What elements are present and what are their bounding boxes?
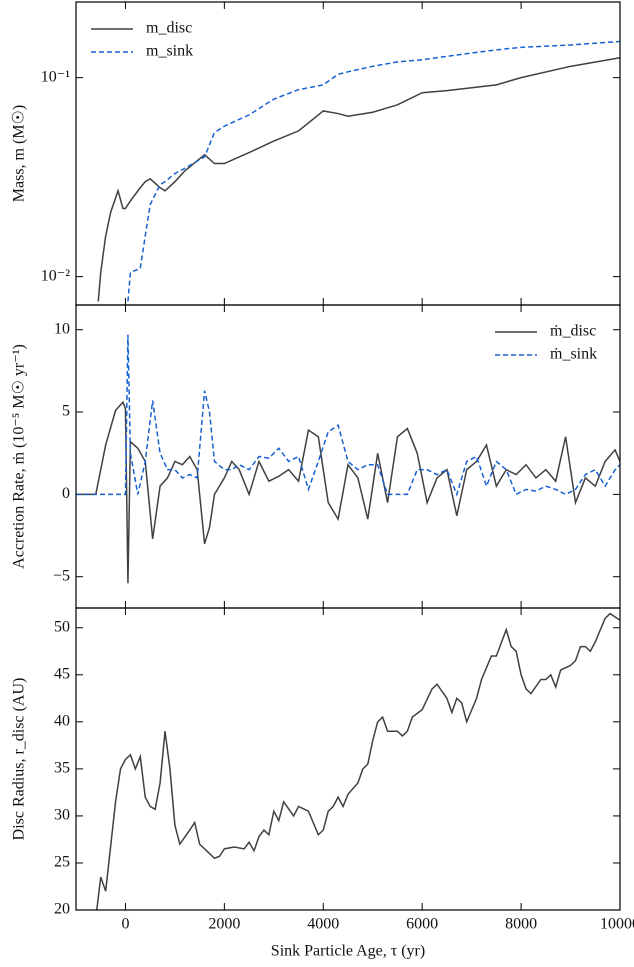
legend-label: m_sink bbox=[146, 43, 193, 60]
x-axis-label: Sink Particle Age, τ (yr) bbox=[271, 943, 425, 960]
y-tick-label: 35 bbox=[54, 760, 70, 777]
data-line bbox=[96, 612, 620, 910]
data-line bbox=[76, 400, 620, 584]
data-line bbox=[76, 334, 620, 497]
x-tick-label: 6000 bbox=[406, 916, 438, 933]
y-axis-label: Mass, m (M☉) bbox=[11, 105, 28, 202]
legend-label: ṁ_disc bbox=[550, 323, 596, 340]
x-tick-label: 2000 bbox=[208, 916, 240, 933]
y-axis-label: Accretion Rate, ṁ (10⁻⁵ M☉ yr⁻¹) bbox=[11, 344, 28, 569]
y-tick-label: 5 bbox=[62, 403, 70, 420]
y-axis-label: Disc Radius, r_disc (AU) bbox=[11, 678, 28, 841]
y-tick-label: 45 bbox=[54, 665, 70, 682]
y-tick-label: 20 bbox=[54, 901, 70, 918]
x-tick-label: 0 bbox=[121, 916, 129, 933]
plot-frame bbox=[75, 304, 621, 609]
y-tick-label: 40 bbox=[54, 713, 70, 730]
x-tick-label: 8000 bbox=[505, 916, 537, 933]
y-tick-label: 0 bbox=[62, 485, 70, 502]
y-tick-label: 50 bbox=[54, 618, 70, 635]
y-tick-label: 10 bbox=[54, 320, 70, 337]
y-tick-label: −5 bbox=[53, 567, 70, 584]
data-line bbox=[97, 56, 620, 302]
y-tick-label: 30 bbox=[54, 807, 70, 824]
legend-label: ṁ_sink bbox=[550, 346, 597, 363]
y-tick-label: 10⁻² bbox=[41, 267, 70, 284]
legend-label: m_disc bbox=[146, 20, 192, 37]
data-line bbox=[127, 40, 620, 302]
x-tick-label: 4000 bbox=[307, 916, 339, 933]
x-tick-label: 10000 bbox=[600, 916, 634, 933]
y-tick-label: 10⁻¹ bbox=[41, 68, 70, 85]
plot-frame bbox=[75, 607, 621, 911]
y-tick-label: 25 bbox=[54, 854, 70, 871]
